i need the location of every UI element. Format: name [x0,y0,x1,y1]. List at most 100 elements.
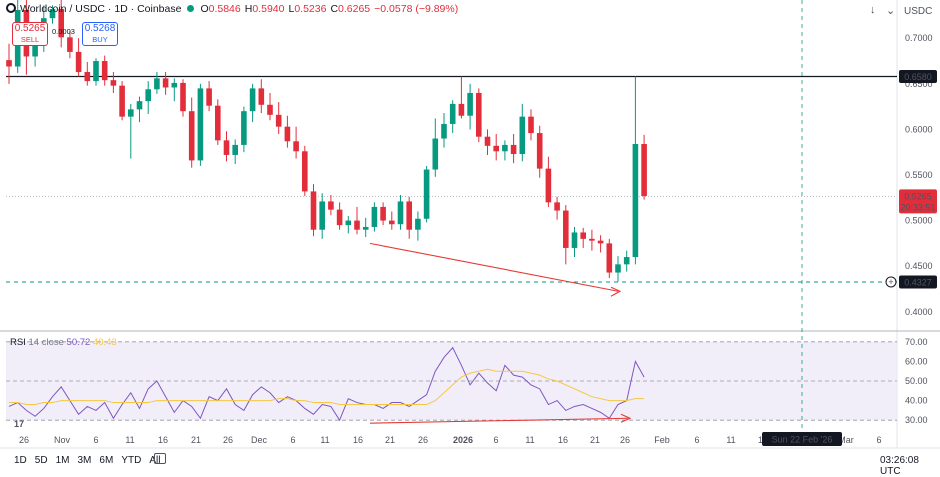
time-axis-label: 21 [191,435,201,445]
candle-body [389,220,395,225]
rsi-ma-line [9,368,645,406]
timeframe-3m[interactable]: 3M [77,455,92,466]
rsi-axis-tick: 60.00 [905,356,928,366]
candle-body [397,201,404,225]
candle-body [328,201,334,210]
time-axis-label: 16 [158,435,168,445]
candle-body [432,138,439,170]
candle-body [32,44,38,57]
add-alert-plus: + [888,277,893,287]
candle-body [589,238,595,241]
ohlc-open-label: O [200,3,209,15]
candle-body [641,144,647,196]
timeframe-1m[interactable]: 1M [55,455,70,466]
current-price-tag: 0.5265 [904,191,932,201]
candle-body [275,114,282,127]
rsi-legend[interactable]: RSI 14 close 50.72 40.43 [10,337,117,348]
timeframe-ytd[interactable]: YTD [121,455,142,466]
candle-body [380,206,386,221]
price-axis-tick: 0.5000 [905,216,933,226]
time-axis-label: 11 [125,435,134,445]
candle-body [145,89,151,102]
candle-body [519,116,526,155]
time-axis-label: 16 [353,435,363,445]
chevron-down-icon[interactable]: ⌄ [886,5,896,17]
candle-body [110,80,117,86]
market-status-dot [187,5,195,12]
sell-button[interactable]: 0.5265 SELL [12,22,48,46]
candle-body [606,243,613,273]
currency-selector[interactable]: USDC [904,6,933,17]
candle-body [232,144,238,155]
price-axis-tick: 0.6000 [905,124,933,134]
candle-body [580,232,586,239]
time-axis-label: 11 [726,435,735,445]
time-axis-label: Nov [54,435,71,445]
candle-body [502,144,508,152]
candle-body [336,209,343,226]
buy-label: BUY [92,35,108,44]
candle-body [319,201,325,230]
symbol-logo-icon [6,3,16,13]
candle-body [354,220,360,230]
timeframe-5d[interactable]: 5D [34,455,48,466]
buy-button[interactable]: 0.5268 BUY [82,22,118,46]
symbol-title[interactable]: Worldcoin / USDC · 1D · Coinbase [20,3,182,15]
calendar-icon[interactable] [154,453,166,464]
ohlc-open-value: 0.5846 [208,3,241,15]
candle-body [67,37,73,52]
price-axis-tick: 0.4500 [905,261,933,271]
rsi-axis-tick: 50.00 [905,376,928,386]
candle-body [249,88,256,112]
spread-value: 0.0003 [52,27,75,36]
time-axis-label: 6 [876,435,881,445]
candle-body [536,133,543,169]
candle-body [615,264,621,273]
candle-body [171,82,178,88]
candle-body [128,109,134,117]
candle-body [136,101,143,110]
time-axis-label: Dec [251,435,268,445]
rsi-axis-tick: 70.00 [905,337,928,347]
candle-body [84,71,91,82]
rsi-arrow-head [620,413,632,423]
sell-price: 0.5265 [14,23,46,34]
time-axis-label: 11 [320,435,329,445]
candle-body [345,220,352,226]
candle-body [423,169,430,219]
ohlc-low-label: L [288,3,295,15]
candle-body [554,202,560,211]
candle-body [484,136,491,146]
candle-body [119,85,125,117]
price-arrow-head [610,286,622,297]
timeframe-1d[interactable]: 1D [14,455,27,466]
candle-body [310,191,317,230]
candle-body [467,92,473,116]
time-axis-label: 6 [493,435,498,445]
clock: 03:26:08 UTC [880,455,919,477]
ohlc-high-label: H [244,3,253,15]
candle-body [362,226,369,230]
candle-body [93,61,99,82]
candle-body [441,123,447,139]
rsi-length: 14 [28,337,40,348]
candle-body [510,144,517,155]
arrow-down-icon[interactable]: ↓ [870,4,876,16]
candle-body [415,218,421,230]
rsi-axis-tick: 40.00 [905,396,928,406]
time-axis-label: 26 [620,435,630,445]
candle-body [223,140,230,155]
tradingview-logo: 17 [14,419,24,429]
rsi-line [8,346,645,422]
candle-body [6,60,12,67]
time-axis-label: 26 [19,435,29,445]
candle-body [258,88,265,105]
candle-body [406,201,412,230]
candle-body [597,240,604,244]
price-axis-tick: 0.4000 [905,307,933,317]
price-axis-tick: 0.5500 [905,170,933,180]
timeframe-6m[interactable]: 6M [99,455,114,466]
candle-body [284,126,291,142]
candle-body [58,9,64,38]
